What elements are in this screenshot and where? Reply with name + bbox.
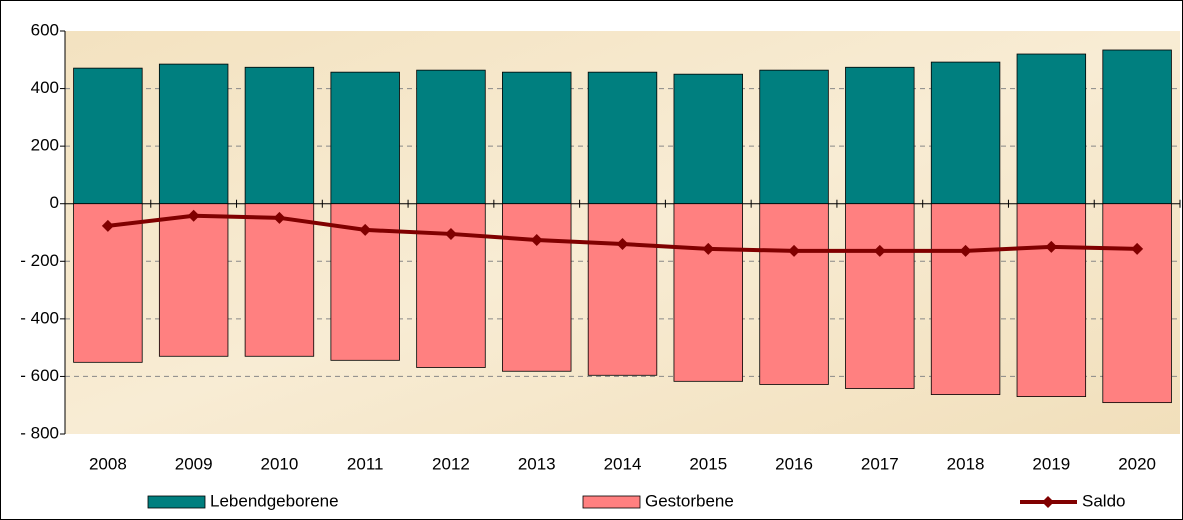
bar [759, 69, 829, 205]
line-marker [873, 244, 886, 257]
bar [930, 61, 1001, 205]
line-marker [1131, 242, 1144, 255]
x-tick-label: 2009 [175, 454, 213, 473]
legend-swatch [147, 495, 206, 509]
bar [158, 63, 229, 205]
bar [845, 203, 915, 389]
x-tick-label: 2018 [947, 454, 985, 473]
x-tick-label: 2014 [604, 454, 642, 473]
y-tick-label: 200 [31, 136, 59, 155]
line-marker [788, 244, 801, 257]
line-marker [702, 242, 715, 255]
line-marker [273, 211, 286, 224]
line-marker [959, 244, 972, 257]
bar [587, 71, 658, 205]
bar [416, 69, 486, 205]
x-tick-label: 2008 [89, 454, 127, 473]
bar [1016, 53, 1087, 205]
y-tick-label: 400 [31, 78, 59, 97]
x-tick-label: 2020 [1118, 454, 1156, 473]
bar [930, 203, 1001, 395]
bar [158, 203, 229, 357]
x-tick-label: 2017 [861, 454, 899, 473]
bar [330, 71, 400, 205]
legend-label: Saldo [1082, 491, 1125, 510]
x-tick-label: 2016 [775, 454, 813, 473]
bar [73, 67, 143, 205]
line-marker [444, 227, 457, 240]
legend-label: Gestorbene [645, 491, 734, 510]
x-tick-label: 2019 [1032, 454, 1070, 473]
x-tick-label: 2011 [347, 454, 384, 473]
x-tick-label: 2015 [689, 454, 727, 473]
bar [1016, 203, 1087, 397]
bar [673, 203, 743, 382]
y-tick-label: - 200 [20, 251, 59, 270]
x-tick-label: 2013 [518, 454, 556, 473]
y-tick-label: 600 [31, 20, 59, 39]
legend-marker [1042, 496, 1054, 508]
y-tick-label: - 600 [20, 366, 59, 385]
bar [759, 203, 829, 385]
line-marker [101, 219, 114, 232]
bar [244, 203, 315, 357]
bar [845, 66, 915, 205]
y-tick-label: - 400 [20, 308, 59, 327]
y-tick-label: - 800 [20, 423, 59, 442]
bar [1102, 203, 1172, 404]
bar [673, 73, 743, 205]
line-marker [187, 209, 200, 222]
x-tick-label: 2010 [261, 454, 299, 473]
line-marker [616, 238, 629, 251]
bar [587, 203, 658, 376]
x-tick-label: 2012 [432, 454, 470, 473]
bar [502, 203, 572, 372]
legend-swatch [582, 495, 641, 509]
legend-label: Lebendgeborene [210, 491, 339, 510]
line-marker [530, 233, 543, 246]
y-tick-label: 0 [50, 193, 59, 212]
line-marker [1045, 240, 1058, 253]
line-marker [359, 223, 372, 236]
bar [1102, 49, 1172, 205]
bar [502, 71, 572, 205]
bar [244, 66, 315, 205]
